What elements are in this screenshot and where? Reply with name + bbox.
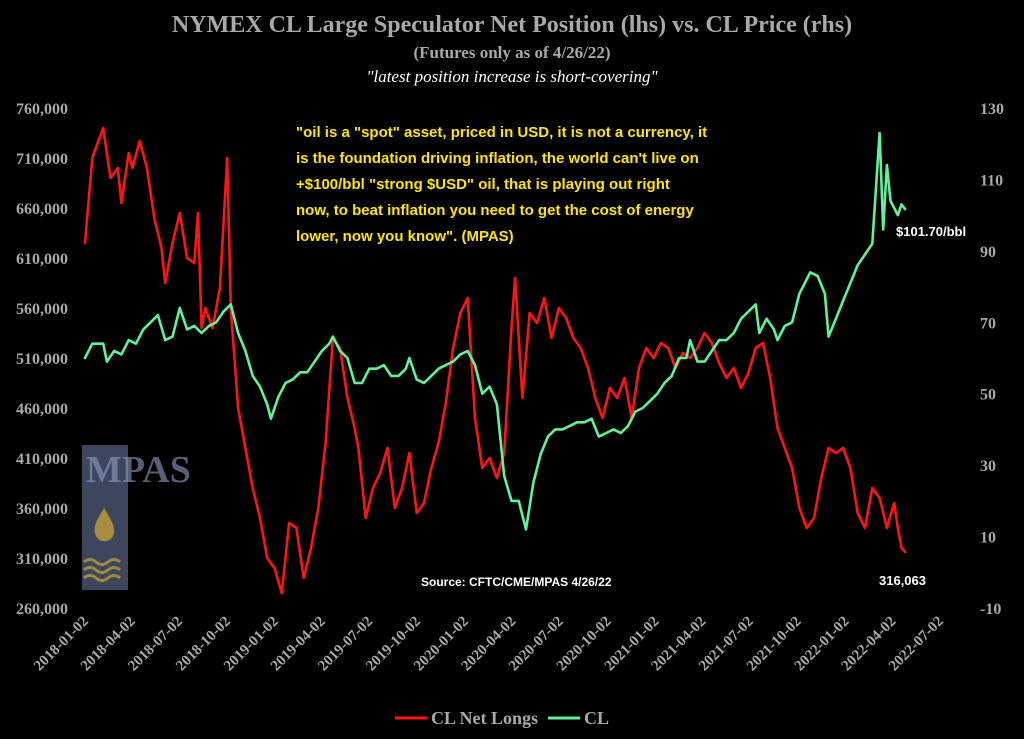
source-note: Source: CFTC/CME/MPAS 4/26/22 — [421, 575, 612, 589]
watermark-text: MPAS — [86, 449, 191, 491]
wave-icon — [83, 558, 121, 582]
y-left-tick-label: 310,000 — [16, 551, 68, 568]
y-right-tick-label: 10 — [980, 530, 996, 547]
legend: CL Net Longs CL — [395, 708, 609, 728]
series-line-net-longs — [83, 126, 907, 595]
legend-label-net-longs: CL Net Longs — [431, 708, 538, 728]
y-left-tick-label: 560,000 — [16, 301, 68, 318]
y-left-tick-label: 410,000 — [16, 451, 68, 468]
y-right-tick-label: 30 — [980, 458, 996, 475]
y-right-tick-label: 110 — [980, 172, 1003, 189]
y-right-axis: -10 10 30 50 70 90 110 130 — [980, 101, 1004, 618]
legend-label-cl: CL — [584, 708, 609, 728]
y-left-tick-label: 460,000 — [16, 401, 68, 418]
y-right-tick-label: 130 — [980, 101, 1004, 118]
quote-line-1: "oil is a "spot" asset, priced in USD, i… — [296, 124, 707, 141]
quote-line-4: now, to beat inflation you need to get t… — [296, 202, 694, 219]
y-left-tick-label: 660,000 — [16, 201, 68, 218]
y-left-tick-label: 610,000 — [16, 251, 68, 268]
y-left-axis: 260,000 310,000 360,000 410,000 460,000 510,0… — [16, 101, 68, 618]
series-line-cl — [83, 131, 907, 531]
y-left-tick-label: 710,000 — [16, 151, 68, 168]
price-annotation: $101.70/bbl — [896, 224, 966, 239]
y-right-tick-label: -10 — [980, 601, 1001, 618]
chart-tagline: "latest position increase is short-cover… — [366, 67, 658, 86]
net-position-annotation: 316,063 — [879, 573, 926, 588]
mpas-watermark: MPAS — [82, 445, 191, 590]
quote-line-2: is the foundation driving inflation, the… — [296, 150, 699, 167]
plot-area — [83, 126, 907, 595]
quote-block: "oil is a "spot" asset, priced in USD, i… — [296, 124, 707, 245]
y-right-tick-label: 70 — [980, 315, 996, 332]
y-right-tick-label: 50 — [980, 387, 996, 404]
quote-line-5: lower, now you know". (MPAS) — [296, 228, 514, 245]
chart-subtitle: (Futures only as of 4/26/22) — [413, 43, 610, 62]
y-left-tick-label: 760,000 — [16, 101, 68, 118]
y-left-tick-label: 360,000 — [16, 501, 68, 518]
y-right-tick-label: 90 — [980, 244, 996, 261]
y-left-tick-label: 510,000 — [16, 351, 68, 368]
quote-line-3: +$100/bbl "strong $USD" oil, that is pla… — [296, 176, 670, 193]
chart-title: NYMEX CL Large Speculator Net Position (… — [172, 12, 852, 38]
oil-drop-icon — [94, 508, 115, 542]
y-left-tick-label: 260,000 — [16, 601, 68, 618]
